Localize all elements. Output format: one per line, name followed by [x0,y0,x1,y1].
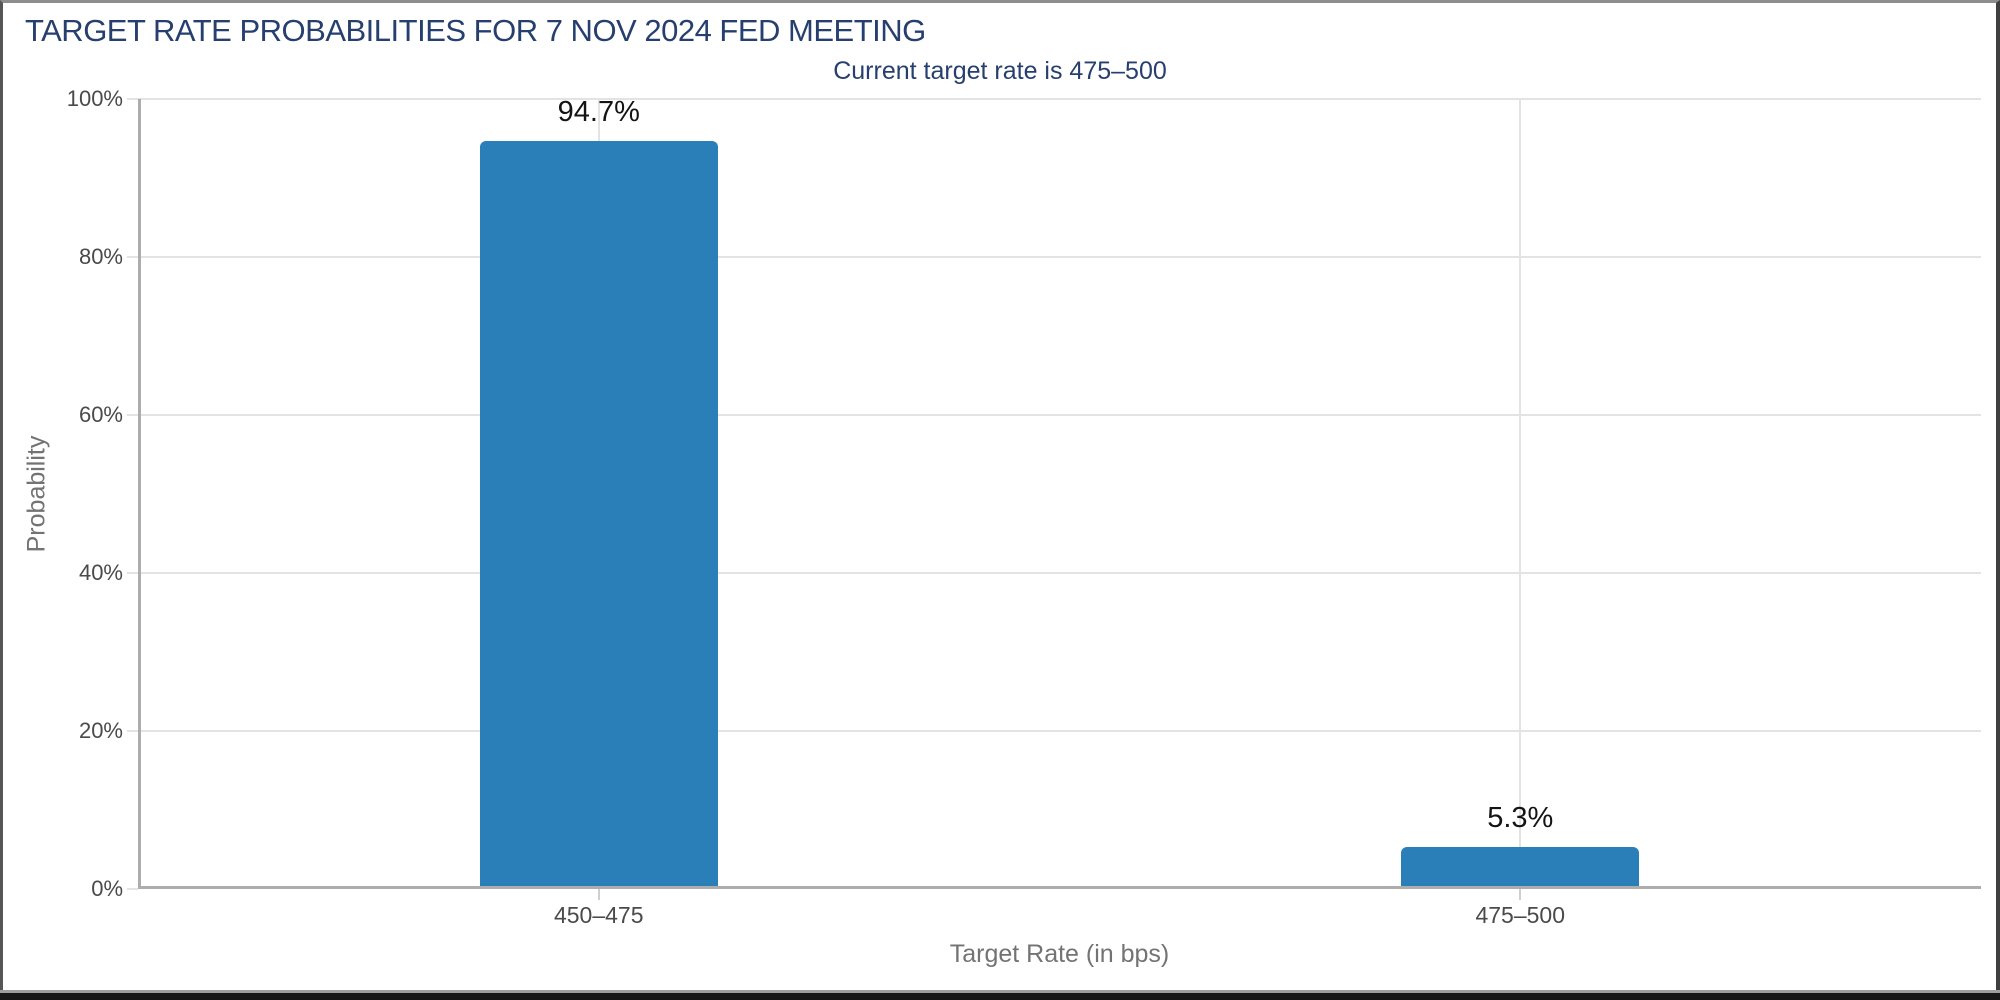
bar[interactable] [1401,847,1640,889]
y-gridline [138,256,1981,258]
chart-subtitle: Current target rate is 475–500 [833,57,1167,85]
y-tick [127,888,138,890]
y-gridline [138,730,1981,732]
bar[interactable] [479,140,718,889]
y-tick [127,256,138,258]
window-bottom-edge [0,993,2000,1000]
y-tick-label: 40% [78,560,123,585]
x-tick [1519,889,1522,900]
window-bottom-divider [0,990,2000,993]
chart-title: TARGET RATE PROBABILITIES FOR 7 NOV 2024… [25,13,926,48]
y-tick [127,98,138,100]
y-tick-label: 20% [78,718,123,743]
y-tick-label: 80% [78,244,123,269]
x-axis-title: Target Rate (in bps) [949,940,1170,968]
x-tick [597,889,600,900]
y-tick [127,414,138,416]
y-tick [127,730,138,732]
y-tick [127,572,138,574]
y-axis-line [138,99,141,889]
bar-value-label: 5.3% [1487,802,1554,835]
y-tick-label: 60% [78,402,123,427]
plot-area: 0% 20% 40% 60% 80% 100% 94.7% 450–475 5.3% 475–50… [67,86,1981,928]
y-tick-label: 0% [91,876,123,901]
bar-value-label: 94.7% [557,95,640,128]
y-gridline [138,572,1981,574]
x-gridline [1519,99,1522,889]
y-tick-label: 100% [66,86,123,111]
y-gridline [138,414,1981,416]
x-tick-label: 475–500 [1475,902,1566,928]
x-axis-line [138,886,1981,889]
y-axis-title: Probability [22,435,51,553]
y-gridline [138,98,1981,100]
x-tick-label: 450–475 [553,902,644,928]
